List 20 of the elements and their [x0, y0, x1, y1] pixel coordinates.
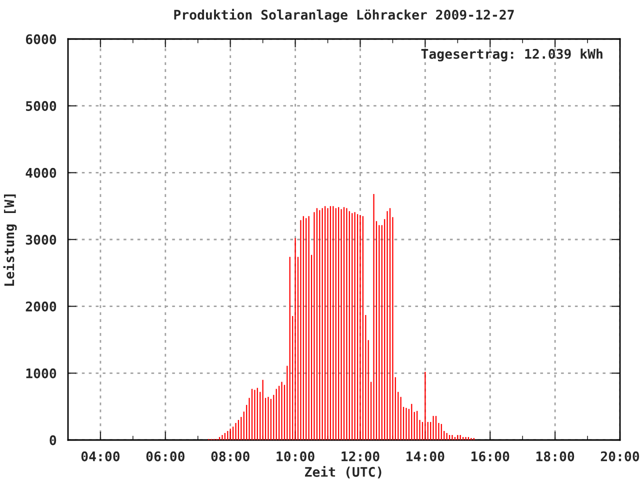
x-tick-label: 08:00: [211, 451, 250, 462]
x-tick-label: 18:00: [536, 451, 574, 462]
annotation: Tagesertrag: 12.039 kWh: [421, 48, 602, 62]
chart-title: Produktion Solaranlage Löhracker 2009-12-27: [174, 8, 514, 22]
x-tick-label: 12:00: [342, 451, 380, 462]
x-tick-label: 14:00: [406, 451, 444, 462]
y-tick-label: 1000: [26, 368, 56, 378]
y-tick-label: 3000: [26, 234, 56, 245]
y-tick-label: 6000: [26, 34, 56, 44]
x-tick-label: 20:00: [600, 451, 640, 462]
y-axis-title: Leistung [W]: [3, 194, 17, 286]
x-tick-label: 10:00: [276, 451, 314, 462]
y-tick-label: 0: [50, 435, 56, 446]
x-tick-label: 06:00: [146, 451, 184, 462]
y-tick-label: 5000: [26, 101, 56, 112]
x-tick-label: 16:00: [471, 451, 510, 462]
y-tick-label: 2000: [26, 302, 56, 312]
x-tick-label: 04:00: [81, 451, 120, 462]
y-tick-label: 4000: [26, 168, 56, 178]
x-axis-title: Zeit (UTC): [305, 466, 382, 478]
